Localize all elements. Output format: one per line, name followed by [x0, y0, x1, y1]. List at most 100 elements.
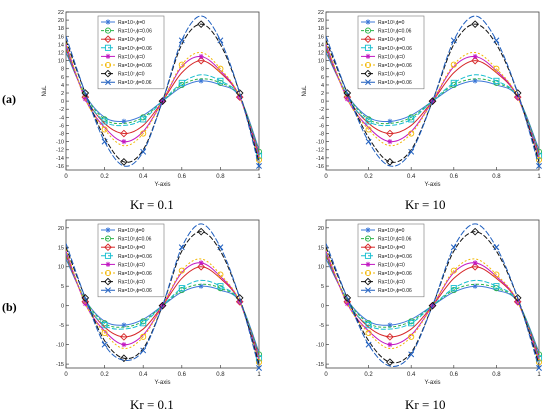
legend-entry: Ra=10³,ϕ=0.06: [118, 237, 152, 243]
legend: Ra=10³,ϕ=0 Ra=10³,ϕ=0.06 Ra=10⁴,ϕ=0 Ra=10⁴,…: [357, 15, 425, 90]
data-point: [536, 162, 542, 169]
data-point: [235, 93, 244, 101]
data-point: [515, 94, 521, 100]
data-point: [471, 20, 479, 28]
data-point: [217, 283, 224, 290]
y-tick-label: -8: [59, 132, 64, 138]
caption-b-left: Kr = 0.1: [130, 397, 174, 412]
legend-entry: Ra=10⁶,ϕ=0.06: [118, 63, 152, 69]
data-point: [178, 244, 185, 251]
data-point: [178, 79, 185, 86]
chart-panel-b-left: 0 0.2 0.4 0.6 0.8 1 -15 -10 -5 0 5 10 15 20 Y-axis Ra=1…: [40, 212, 265, 392]
data-point: [365, 138, 372, 145]
data-point: [386, 358, 394, 366]
series-line: [326, 223, 539, 368]
data-point: [255, 156, 263, 163]
data-point: [343, 294, 352, 302]
legend-entry: Ra=10³,ϕ=0.06: [378, 237, 412, 243]
y-tick-label: -10: [316, 140, 324, 146]
chart-a-kr-10: 0 0.2 0.4 0.6 0.8 1 -16 -14 -12 -10 -8 -6 -4 -2 0 2 4 6 8 1…: [302, 10, 543, 188]
legend-entry: Ra=10⁴,ϕ=0: [378, 37, 405, 43]
legend-box: [97, 223, 165, 298]
data-point: [178, 267, 185, 274]
y-tick-label: 4: [61, 83, 64, 89]
data-point: [197, 20, 205, 28]
legend-marker: [364, 44, 372, 51]
x-tick-label: 0.8: [216, 174, 225, 180]
chart-a-kr-0-1: 0 0.2 0.4 0.6 0.8 1 -16 -14 -12 -10 -8 -6 -4 -2 0 2 4 6 8 1…: [42, 10, 263, 188]
row-label-a: (a): [2, 92, 16, 106]
y-tick-label: 20: [58, 226, 64, 232]
legend-marker: [105, 19, 111, 25]
data-point: [120, 354, 128, 363]
y-tick-label: -14: [56, 156, 64, 162]
data-point: [198, 260, 204, 266]
y-tick-label: -14: [316, 156, 324, 162]
y-tick-label: 10: [318, 59, 324, 65]
y-tick-label: 8: [61, 67, 64, 73]
y-tick-label: 8: [321, 67, 324, 73]
x-tick-label: 0.2: [100, 372, 109, 378]
data-point: [471, 262, 479, 271]
legend-marker: [104, 27, 112, 34]
data-point: [198, 78, 204, 84]
legend-entry: Ra=10³,ϕ=0: [378, 20, 405, 26]
chart-b-kr-0-1: 0 0.2 0.4 0.6 0.8 1 -15 -10 -5 0 5 10 15 20 Y-axis Ra=1…: [56, 219, 263, 386]
data-point: [408, 148, 415, 155]
legend-entry: Ra=10⁴,ϕ=0.06: [378, 46, 412, 52]
y-tick-label: 18: [58, 26, 64, 32]
data-point: [450, 267, 457, 274]
data-point: [121, 322, 127, 328]
series-markers: [365, 283, 543, 362]
data-point: [197, 56, 205, 65]
legend-marker: [365, 79, 371, 86]
x-tick-label: 0.4: [139, 174, 148, 180]
x-tick-label: 0.6: [450, 174, 459, 180]
legend-marker: [364, 27, 372, 34]
caption-a-left: Kr = 0.1: [130, 197, 174, 212]
legend-marker: [365, 19, 371, 25]
data-point: [365, 126, 372, 133]
y-tick-label: 2: [61, 91, 64, 97]
data-point: [472, 53, 478, 60]
y-tick-label: 0: [321, 99, 324, 105]
series-line: [66, 42, 259, 161]
y-tick-label: 12: [58, 51, 64, 57]
legend-marker: [104, 44, 112, 51]
x-tick-label: 0.6: [178, 372, 187, 378]
data-point: [472, 283, 478, 289]
x-tick-label: 1: [257, 372, 261, 378]
y-tick-label: 5: [61, 284, 64, 290]
legend-entry: Ra=10⁶,ϕ=0: [378, 280, 405, 286]
data-point: [140, 320, 147, 327]
x-tick-label: 0.4: [407, 174, 416, 180]
data-point: [386, 333, 394, 341]
legend-marker: [365, 261, 371, 267]
y-tick-label: 20: [318, 18, 324, 24]
legend-entry: Ra=10⁵,ϕ=0: [378, 54, 405, 60]
y-tick-label: 0: [61, 99, 64, 105]
series-line: [326, 231, 539, 365]
y-tick-label: 5: [321, 284, 324, 290]
y-tick-label: 18: [318, 26, 324, 32]
legend-box: [97, 15, 165, 90]
series-line: [326, 15, 539, 167]
legend-entry: Ra=10⁶,ϕ=0.06: [118, 288, 152, 294]
data-point: [408, 320, 415, 327]
data-point: [101, 341, 108, 348]
y-tick-label: 16: [318, 34, 324, 40]
legend-entry: Ra=10⁵,ϕ=0.06: [118, 271, 152, 277]
y-tick-label: 6: [321, 75, 324, 81]
data-point: [120, 158, 128, 166]
data-point: [513, 297, 522, 306]
legend-entry: Ra=10⁶,ϕ=0.06: [378, 80, 412, 86]
data-point: [217, 37, 224, 44]
legend-entry: Ra=10⁴,ϕ=0: [378, 245, 405, 251]
data-point: [450, 37, 457, 44]
data-point: [121, 139, 127, 145]
data-point: [140, 347, 147, 354]
x-tick-label: 0: [324, 174, 328, 180]
legend-marker: [105, 53, 111, 59]
legend-marker: [104, 69, 112, 78]
data-point: [387, 322, 393, 328]
